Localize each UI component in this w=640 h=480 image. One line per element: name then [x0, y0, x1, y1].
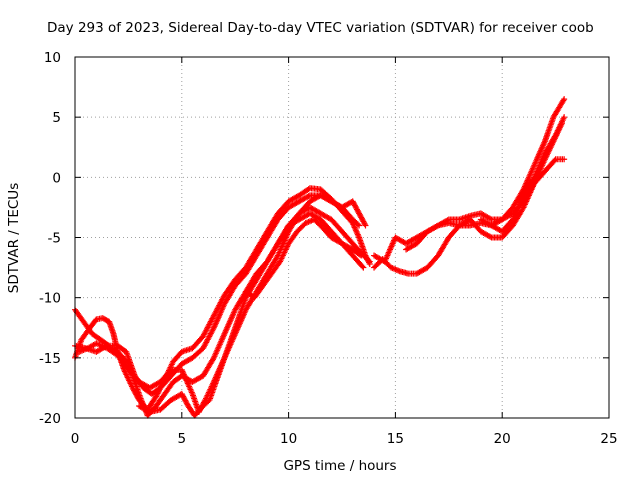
data-point [361, 221, 368, 228]
data-point [366, 258, 373, 265]
data-point [359, 263, 366, 270]
y-axis-label: SDTVAR / TECUs [6, 183, 22, 293]
series-F [242, 216, 365, 301]
data-point [354, 221, 361, 228]
x-tick-label: 0 [71, 431, 80, 447]
y-tick-label: -15 [39, 351, 61, 367]
x-axis-label: GPS time / hours [283, 458, 396, 474]
y-tick-label: -20 [39, 411, 61, 427]
data-point [362, 222, 369, 229]
y-tick-label: 5 [52, 110, 61, 126]
data-point [487, 215, 494, 222]
series-H [371, 96, 568, 265]
y-tick-label: -5 [48, 231, 61, 247]
data-point [551, 157, 558, 164]
data-point [487, 233, 494, 240]
data-point [358, 252, 365, 259]
x-tick-label: 15 [387, 431, 404, 447]
series-C [72, 204, 373, 419]
data-points [72, 96, 568, 419]
data-point [305, 193, 312, 200]
data-point [356, 222, 363, 229]
data-point [561, 156, 568, 163]
series-I [403, 156, 568, 253]
y-tick-label: 0 [52, 170, 61, 186]
axis-ticks: 0 5 10 15 20 25 -20 -15 -10 -5 0 5 10 [39, 50, 618, 447]
y-tick-label: 10 [44, 50, 61, 66]
data-point [365, 257, 372, 264]
grid [75, 57, 609, 418]
x-tick-label: 5 [178, 431, 187, 447]
data-point [357, 251, 364, 258]
series-G [371, 120, 566, 277]
series-J [477, 114, 568, 235]
data-point [360, 264, 367, 271]
data-point [561, 96, 568, 103]
data-point [561, 114, 568, 121]
data-point [560, 97, 567, 104]
chart-title: Day 293 of 2023, Sidereal Day-to-day VTE… [47, 20, 594, 36]
x-tick-label: 20 [494, 431, 511, 447]
data-point [433, 223, 440, 230]
x-tick-label: 10 [280, 431, 297, 447]
y-tick-label: -10 [39, 291, 61, 307]
x-tick-label: 25 [600, 431, 617, 447]
